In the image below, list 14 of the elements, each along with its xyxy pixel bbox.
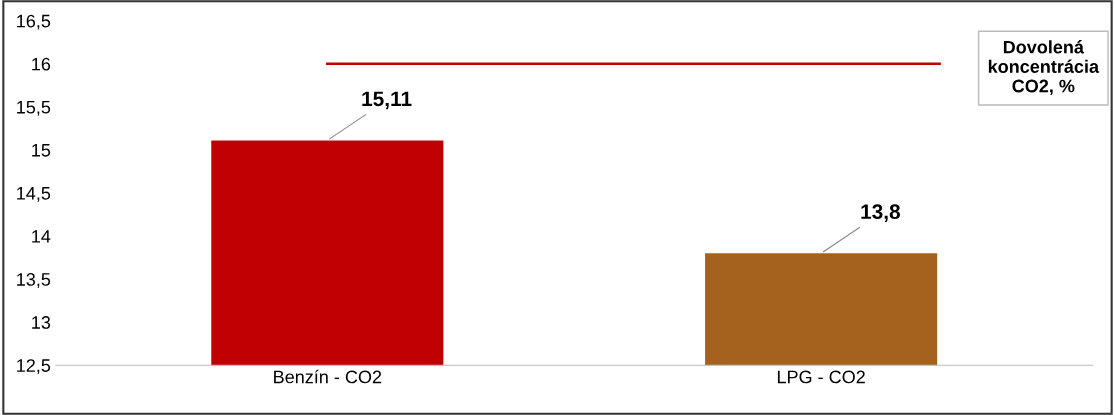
y-tick-label: 16 [32,57,51,71]
y-tick-label: 13,5 [17,273,51,288]
x-tick-label: LPG - CO2 [777,370,865,384]
y-tick-label: 16,5 [17,14,51,30]
y-tick-label: 12,5 [17,359,51,375]
x-tick-label: Benzín - CO2 [274,369,382,384]
y-tick-label: 13 [32,316,51,329]
y-tick-label: 14 [32,230,51,243]
y-tick-label: 15 [32,144,51,157]
y-tick-label: 15,5 [17,100,51,116]
y-tick-label: 14,5 [17,187,51,202]
ref-line-label: Dovolená koncentrácia CO2, % [988,40,1100,96]
data-label: 13,8 [861,204,901,223]
data-label: 15,11 [362,91,412,110]
